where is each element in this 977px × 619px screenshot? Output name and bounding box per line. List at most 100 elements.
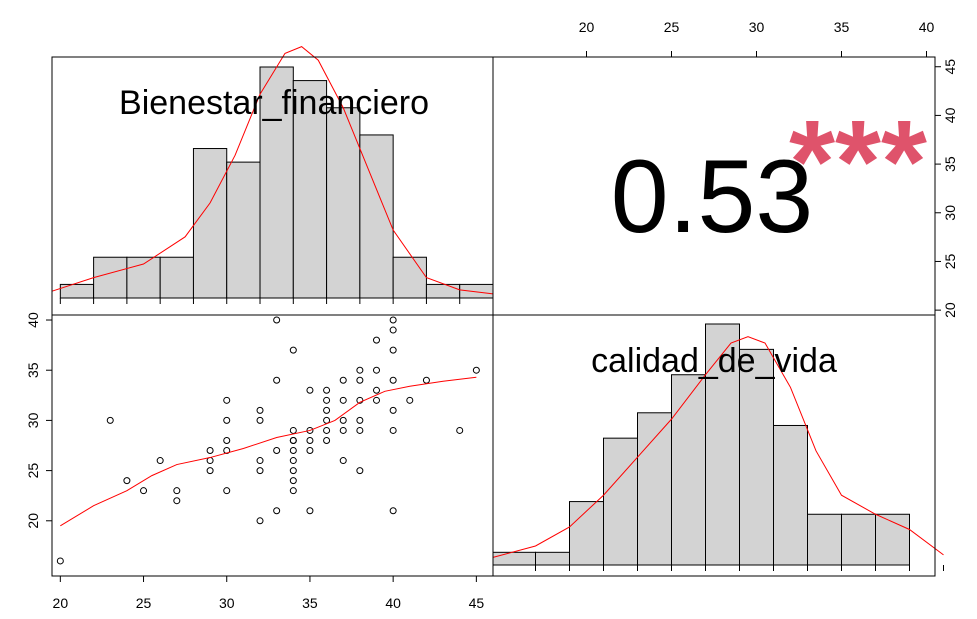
scatter-point: [456, 426, 464, 434]
scatter-point: [256, 416, 264, 424]
correlation-stars: ***: [789, 96, 927, 228]
scatter-point: [289, 426, 297, 434]
scatter-point: [256, 517, 264, 525]
scatter-point: [373, 366, 381, 374]
scatter-point: [339, 426, 347, 434]
top-tick-label: 25: [664, 19, 680, 35]
density-curve: [492, 336, 944, 558]
y-tick-label: 40: [25, 312, 41, 328]
hist-bar: [705, 323, 740, 566]
scatter-point: [306, 436, 314, 444]
scatter-point: [56, 557, 64, 565]
y-tick-label: 35: [25, 362, 41, 378]
x-tick-label: 25: [136, 595, 152, 611]
hist-bar: [841, 513, 876, 566]
scatter-point: [173, 497, 181, 505]
y-tick-label: 20: [25, 513, 41, 529]
scatter-point: [406, 396, 414, 404]
scatter-point: [389, 406, 397, 414]
scatter-point: [389, 507, 397, 515]
hist-bar: [392, 256, 427, 299]
scatter-point: [373, 396, 381, 404]
scatter-point: [206, 447, 214, 455]
hist-bar: [739, 348, 774, 566]
scatter-point: [356, 396, 364, 404]
smooth-line: [60, 376, 477, 527]
right-tick-label: 25: [942, 253, 958, 269]
scatter-point: [339, 396, 347, 404]
scatter-point: [289, 447, 297, 455]
hist-bar: [603, 437, 638, 566]
right-tick-label: 30: [942, 205, 958, 221]
scatter-point: [223, 396, 231, 404]
scatter-point: [289, 467, 297, 475]
scatter-point: [389, 316, 397, 324]
scatter-point: [306, 426, 314, 434]
scatter-point: [356, 416, 364, 424]
hist-bar: [359, 134, 394, 299]
scatter-point: [123, 477, 131, 485]
scatter-point: [289, 477, 297, 485]
hist-bar: [259, 66, 294, 299]
hist-bar: [159, 256, 194, 299]
scatter-point: [389, 376, 397, 384]
scatter-point: [306, 507, 314, 515]
hist-bar: [192, 148, 228, 299]
scatter-point: [273, 376, 281, 384]
scatter-point: [273, 316, 281, 324]
hist-bar: [226, 161, 261, 299]
hist-bar: [875, 513, 910, 566]
hist-bar: [637, 412, 672, 566]
hist-bar: [492, 551, 536, 566]
label-bienestar: Bienestar_financiero: [119, 84, 429, 122]
scatter-point: [289, 457, 297, 465]
scatter-point: [223, 436, 231, 444]
top-tick-label: 35: [834, 19, 850, 35]
label-calidad: calidad_de_vida: [591, 342, 837, 380]
x-tick-label: 30: [219, 595, 235, 611]
scatter-point: [339, 457, 347, 465]
right-tick-label: 20: [942, 302, 958, 318]
scatter-point: [156, 457, 164, 465]
hist-bar: [126, 256, 161, 299]
scatter-point: [323, 436, 331, 444]
scatter-point: [323, 386, 331, 394]
scatter-point: [289, 436, 297, 444]
top-tick-label: 30: [749, 19, 765, 35]
panel-frame: [51, 314, 494, 577]
scatter-point: [306, 386, 314, 394]
density-curve: [51, 46, 494, 295]
panel-scatter: [56, 316, 480, 565]
scatter-point: [273, 507, 281, 515]
panel-frame: [492, 314, 936, 577]
x-tick-label: 40: [385, 595, 401, 611]
correlation-value: 0.53: [611, 139, 813, 255]
y-tick-label: 25: [25, 463, 41, 479]
hist-bar: [535, 551, 570, 566]
scatter-point: [223, 416, 231, 424]
x-tick-label: 20: [53, 595, 69, 611]
scatter-point: [323, 406, 331, 414]
top-tick-label: 40: [919, 19, 935, 35]
scatter-point: [273, 447, 281, 455]
scatter-point: [472, 366, 480, 374]
top-tick-label: 20: [579, 19, 595, 35]
scatter-point: [173, 487, 181, 495]
scatter-point: [206, 467, 214, 475]
axes: 20 25 30 35 40 45 20 25 30 35 40 20 25 30 35 40 20 25 30 35…: [25, 19, 958, 611]
scatter-point: [389, 326, 397, 334]
hist-bar: [671, 374, 706, 566]
y-tick-label: 30: [25, 412, 41, 428]
scatter-point: [356, 376, 364, 384]
hist-bar: [459, 283, 494, 299]
panel-frames: [51, 56, 936, 577]
panel-calidad-histogram: [492, 323, 944, 571]
hist-bar: [425, 283, 461, 299]
right-tick-label: 45: [942, 59, 958, 75]
scatter-point: [373, 386, 381, 394]
scatter-point: [422, 376, 430, 384]
scatter-point: [339, 416, 347, 424]
scatter-point: [373, 336, 381, 344]
scatter-point: [106, 416, 114, 424]
